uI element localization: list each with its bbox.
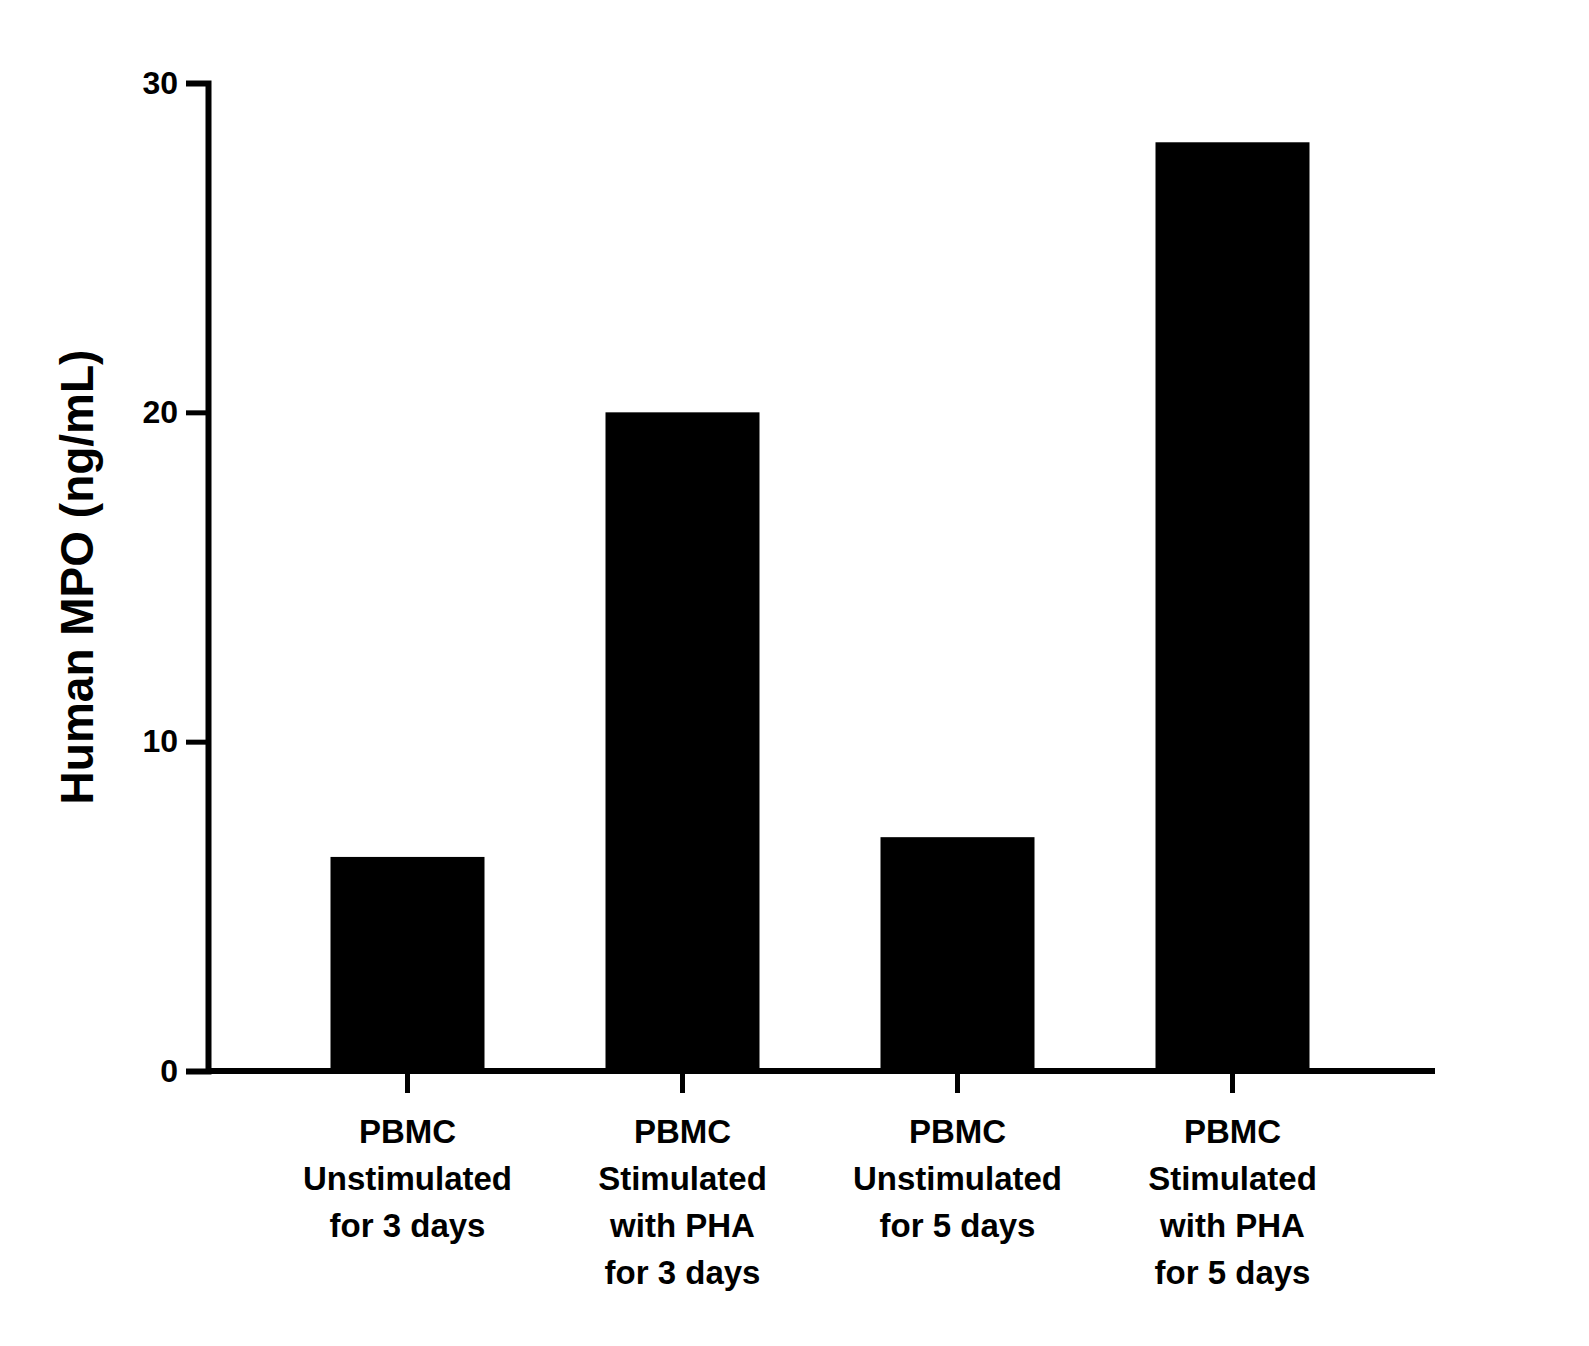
y-tick-label: 20 [142,394,178,430]
x-tick-label-line: for 3 days [330,1207,486,1244]
x-tick-mark [680,1071,685,1093]
x-tick-label-line: Unstimulated [853,1160,1062,1197]
x-tick-label: PBMC Unstimulated for 3 days [303,1113,512,1244]
bar [1156,142,1310,1071]
x-tick-label: PBMC Stimulated with PHA for 3 days [598,1113,767,1291]
y-tick-mark [186,740,208,745]
bars [331,142,1310,1071]
y-tick: 20 [142,394,208,430]
x-tick-label-line: with PHA [1159,1207,1305,1244]
x-axis-line [208,1068,1435,1074]
y-tick: 10 [142,723,208,759]
y-tick-label: 30 [142,65,178,101]
x-tick-label-line: PBMC [909,1113,1006,1150]
y-tick: 0 [160,1053,208,1089]
y-tick: 30 [142,65,208,101]
bar [606,412,760,1071]
x-tick-label-line: for 5 days [880,1207,1036,1244]
x-tick: PBMC Stimulated with PHA for 5 days [1148,1071,1317,1291]
y-axis-line [186,84,209,1072]
x-tick-label: PBMC Unstimulated for 5 days [853,1113,1062,1244]
x-tick-label-line: PBMC [1184,1113,1281,1150]
bar [331,857,485,1071]
x-tick-label-line: for 3 days [605,1254,761,1291]
chart: 0 10 20 30 PBMC Unstimulated for 3 days PBMC Sti… [0,0,1589,1346]
x-tick-label-line: with PHA [609,1207,755,1244]
y-tick-label: 0 [160,1053,178,1089]
bar [881,837,1035,1071]
x-tick-mark [955,1071,960,1093]
x-tick-mark [1230,1071,1235,1093]
x-tick-label: PBMC Stimulated with PHA for 5 days [1148,1113,1317,1291]
y-axis-title: Human MPO (ng/mL) [51,350,103,805]
y-tick-mark [186,410,208,415]
x-tick: PBMC Unstimulated for 3 days [303,1071,512,1244]
x-tick-label-line: PBMC [359,1113,456,1150]
y-tick-label: 10 [142,723,178,759]
x-tick-mark [405,1071,410,1093]
x-tick-label-line: for 5 days [1155,1254,1311,1291]
y-tick-mark [186,1069,208,1074]
x-axis: PBMC Unstimulated for 3 days PBMC Stimulated… [208,1071,1435,1291]
x-tick: PBMC Unstimulated for 5 days [853,1071,1062,1244]
x-tick-label-line: Unstimulated [303,1160,512,1197]
y-tick-mark [186,81,208,86]
y-axis: 0 10 20 30 [142,65,208,1089]
x-tick-label-line: Stimulated [598,1160,767,1197]
x-tick: PBMC Stimulated with PHA for 3 days [598,1071,767,1291]
x-tick-label-line: Stimulated [1148,1160,1317,1197]
x-tick-label-line: PBMC [634,1113,731,1150]
